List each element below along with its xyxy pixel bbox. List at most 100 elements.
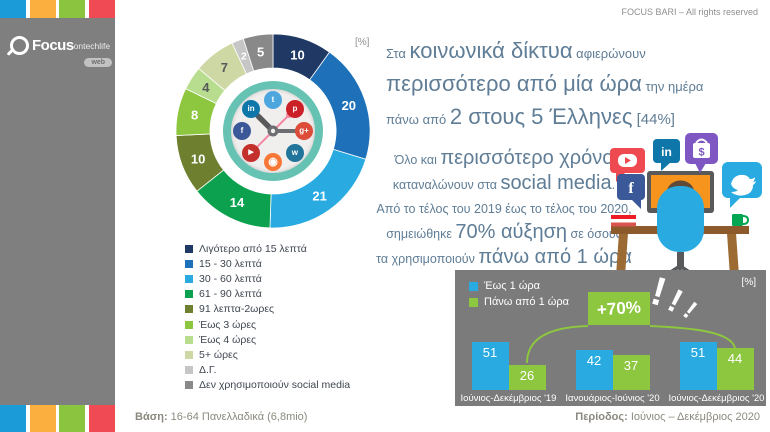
headline-line: περισσότερο από μία ώρα την ημέρα [386, 69, 762, 102]
book [611, 215, 636, 219]
bar-group: 51 44 Ιούνιος-Δεκέμβριος '20 [668, 284, 765, 404]
legend-label: Έως 4 ώρες [199, 333, 257, 346]
headline-run: social media [500, 172, 612, 194]
headline-run: Από το τέλος του 2019 έως το τέλος του 2… [376, 202, 632, 216]
wordpress-icon: w [285, 143, 304, 162]
bar-upto1h: 42 [575, 350, 613, 390]
headline-run: . [611, 178, 616, 192]
legend-label: 91 λεπτα-2ωρες [199, 303, 275, 316]
donut-value-label: 10 [290, 47, 304, 62]
bar-value-label: 37 [623, 357, 639, 373]
legend-item: 30 - 60 λεπτά [185, 271, 350, 286]
decor-square [29, 405, 56, 432]
donut-value-label: 21 [312, 189, 326, 204]
growth-annotation-text: +70% [596, 296, 642, 320]
headline-line: Όλο και περισσότερο χρόνο [352, 147, 656, 172]
clock: t p g+ w ◉ ▶ f in [223, 81, 323, 181]
donut-value-label: 2 [241, 51, 247, 63]
decor-square [0, 405, 26, 432]
donut-value-label: 10 [191, 152, 205, 167]
headline-run: αφιερώνουν [572, 46, 646, 61]
desk-leg-left [616, 232, 628, 273]
growth-connector [526, 325, 736, 364]
donut-legend: Λιγότερο από 15 λεπτά 15 - 30 λεπτά 30 - 6… [185, 241, 350, 393]
donut-unit-label: [%] [355, 37, 370, 48]
bar-category-label: Ιούνιος-Δεκέμβριος '19 [460, 393, 557, 404]
period-note: Περίοδος: Ιούνιος – Δεκέμβριος 2020 [575, 411, 760, 423]
headline-line: καταναλώνουν στα social media. [352, 172, 656, 197]
linkedin-bubble: in [653, 139, 680, 171]
legend-label: 30 - 60 λεπτά [199, 272, 262, 285]
headline-run: περισσότερο από μία ώρα [386, 71, 642, 96]
bar-legend: Έως 1 ώρα Πάνω από 1 ώρα [469, 278, 569, 310]
headline-line: τα χρησιμοποιούν πάνω από 1 ώρα [352, 246, 656, 271]
legend-swatch [185, 274, 193, 283]
legend-label: 5+ ώρες [199, 348, 238, 361]
bar-value-label: 44 [727, 351, 743, 367]
decor-square [0, 0, 26, 18]
shopping-bubble: $ [685, 133, 718, 173]
linkedin-icon: in [242, 100, 261, 119]
donut-value-label: 7 [221, 60, 228, 75]
headline-line: σημειώθηκε 70% αύξηση σε όσους [352, 221, 656, 246]
decor-square [88, 0, 115, 18]
legend-item: Δ.Γ. [185, 363, 350, 378]
donut-value-label: 5 [257, 45, 264, 60]
youtube-icon: ▶ [242, 143, 261, 162]
legend-item: 5+ ώρες [185, 347, 350, 362]
donut-value-label: 14 [230, 195, 245, 210]
bar-legend-item: Έως 1 ώρα [469, 278, 569, 294]
donut-svg: 10 20 21 14 10 847 2 5 [175, 33, 371, 229]
bar-category-label: Ιανουάριος-Ιούνιος '20 [565, 393, 660, 404]
mug-handle [742, 215, 750, 225]
headline-line: Στα κοινωνικά δίκτυα αφιερώνουν [386, 36, 762, 69]
copyright-text: FOCUS BARI – All rights reserved [621, 7, 758, 17]
facebook-bubble: f [617, 174, 645, 209]
headline-run: σε όσους [567, 227, 622, 241]
bar-over1h: 37 [612, 354, 650, 390]
bar-legend-label: Έως 1 ώρα [484, 280, 540, 292]
base-value: 16-64 Πανελλαδικά (6,8mio) [167, 411, 308, 423]
growth-annotation: +70% [588, 292, 650, 325]
bar-value-label: 26 [519, 368, 535, 384]
bar-group: 42 37 Ιανουάριος-Ιούνιος '20 [564, 284, 661, 404]
bag-handle [695, 138, 708, 144]
period-value: Ιούνιος – Δεκέμβριος 2020 [627, 411, 760, 423]
legend-item: Λιγότερο από 15 λεπτά [185, 241, 350, 256]
dollar-glyph: $ [698, 147, 704, 159]
sidebar: Focus ontechlife web [0, 18, 115, 405]
legend-swatch [185, 244, 193, 253]
legend-label: Λιγότερο από 15 λεπτά [199, 242, 307, 255]
headline-run: Όλο και [394, 153, 441, 167]
period-label: Περίοδος: [575, 411, 628, 423]
chair-post [677, 252, 684, 267]
linkedin-icon: in [661, 145, 672, 159]
donut-value-label: 4 [202, 80, 210, 95]
magnifier-icon [10, 36, 29, 55]
donut-segment [242, 33, 274, 72]
bar-over1h: 26 [508, 365, 546, 390]
legend-item: 61 - 90 λεπτά [185, 287, 350, 302]
headline-growth: Όλο και περισσότερο χρόνο καταναλώνουν στ… [352, 147, 656, 271]
legend-swatch [185, 290, 193, 299]
facebook-icon: f [233, 122, 251, 140]
donut-value-label: 8 [191, 107, 198, 122]
desk-illustration: f in $ [610, 133, 762, 284]
legend-swatch [185, 259, 193, 268]
bar-value-label: 42 [586, 353, 602, 369]
clock-hands [251, 112, 312, 153]
legend-label: Δ.Γ. [199, 364, 217, 377]
headline-run: κοινωνικά δίκτυα [409, 38, 573, 63]
decor-square [88, 405, 115, 432]
focus-logo: Focus ontechlife web [10, 36, 113, 67]
bar-value-label: 51 [482, 344, 498, 360]
headline-run: καταναλώνουν στα [392, 178, 501, 192]
headline-run: πάνω από 1 ώρα [478, 246, 632, 268]
bar-legend-swatch [469, 281, 478, 291]
decor-square [59, 0, 85, 18]
headline-social-time: Στα κοινωνικά δίκτυα αφιερώνουν περισσότε… [386, 36, 762, 135]
twitter-bubble [722, 162, 762, 208]
bar-legend-swatch [469, 297, 478, 307]
logo-text-focus: Focus [32, 37, 74, 54]
legend-swatch [185, 366, 193, 375]
